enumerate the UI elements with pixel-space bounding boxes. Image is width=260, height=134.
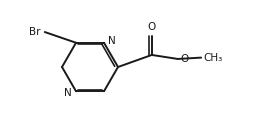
Text: N: N	[108, 36, 116, 46]
Text: N: N	[64, 88, 72, 98]
Text: CH₃: CH₃	[204, 53, 223, 63]
Text: O: O	[148, 22, 156, 32]
Text: Br: Br	[29, 27, 41, 37]
Text: O: O	[180, 54, 189, 64]
